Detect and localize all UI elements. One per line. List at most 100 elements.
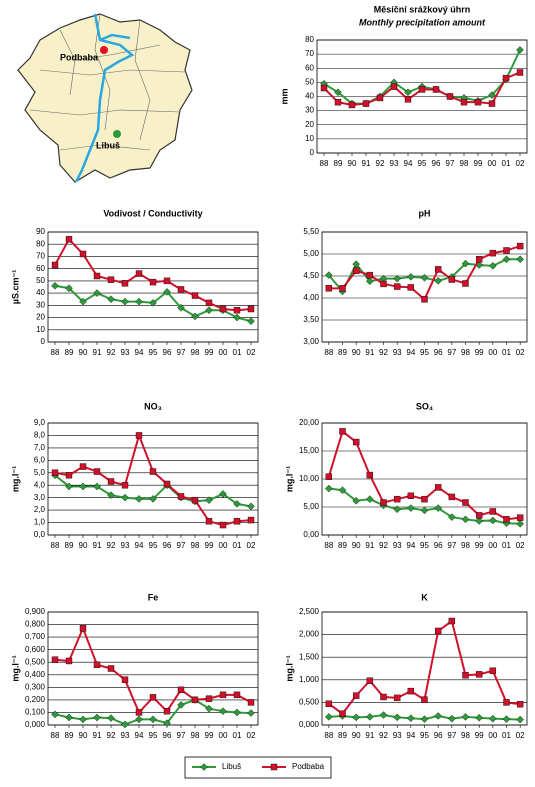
marker xyxy=(393,495,401,503)
marker xyxy=(407,492,415,499)
y-tick-label: 0,800 xyxy=(25,620,46,629)
y-tick-label: 40 xyxy=(36,288,45,297)
x-tick-label: 89 xyxy=(338,541,347,550)
marker xyxy=(502,715,511,723)
marker xyxy=(191,696,199,704)
y-axis-label: mg.l⁻¹ xyxy=(284,466,294,492)
marker xyxy=(51,656,59,663)
y-tick-label: 0,0 xyxy=(34,530,46,539)
map-point xyxy=(100,46,108,54)
x-tick-label: 97 xyxy=(447,731,456,740)
x-tick-label: 91 xyxy=(93,348,102,357)
marker xyxy=(434,627,442,635)
marker xyxy=(233,313,241,322)
x-tick-label: 00 xyxy=(488,348,497,357)
x-tick-label: 94 xyxy=(135,348,144,357)
y-tick-label: 10 xyxy=(305,134,314,143)
marker xyxy=(489,508,497,515)
marker xyxy=(432,86,440,93)
marker xyxy=(149,694,157,701)
marker xyxy=(219,707,227,715)
chart-title: NO₃ xyxy=(144,401,162,411)
x-tick-label: 96 xyxy=(434,348,443,357)
legend-label: Podbaba xyxy=(292,762,325,771)
marker xyxy=(163,719,171,727)
x-tick-label: 94 xyxy=(404,159,413,168)
y-tick-label: 0,400 xyxy=(25,670,46,679)
marker xyxy=(233,500,241,508)
marker xyxy=(177,303,185,312)
marker xyxy=(107,295,115,304)
x-tick-label: 97 xyxy=(177,731,186,740)
marker xyxy=(448,617,456,625)
y-tick-label: 70 xyxy=(305,49,314,58)
x-tick-label: 01 xyxy=(233,541,242,550)
marker xyxy=(379,711,388,719)
y-tick-label: 0,00 xyxy=(303,530,319,539)
x-tick-label: 02 xyxy=(516,731,525,740)
marker xyxy=(339,285,346,292)
x-tick-label: 00 xyxy=(219,541,228,550)
marker xyxy=(462,280,469,287)
x-tick-label: 01 xyxy=(502,159,511,168)
x-tick-label: 93 xyxy=(393,541,402,550)
marker xyxy=(489,262,497,270)
marker xyxy=(163,707,171,715)
marker xyxy=(121,676,129,683)
plot-area xyxy=(47,422,259,536)
marker xyxy=(380,280,387,288)
x-tick-label: 00 xyxy=(219,731,228,740)
marker xyxy=(270,763,278,771)
y-axis-label: mg.l⁻¹ xyxy=(10,466,20,492)
marker xyxy=(516,701,524,708)
map-river xyxy=(74,13,135,183)
marker xyxy=(489,714,497,723)
marker xyxy=(79,250,87,258)
x-tick-label: 00 xyxy=(219,348,228,357)
marker xyxy=(420,715,429,723)
map-label: Libuš xyxy=(96,140,120,150)
y-tick-label: 0,900 xyxy=(25,607,46,616)
y-tick-label: 2,500 xyxy=(299,607,320,616)
x-tick-label: 02 xyxy=(516,159,525,168)
marker xyxy=(247,709,255,717)
marker xyxy=(338,486,347,494)
marker xyxy=(79,463,87,470)
y-tick-label: 2,0 xyxy=(34,505,46,514)
map-label: Podbaba xyxy=(60,52,99,62)
x-tick-label: 92 xyxy=(379,731,388,740)
x-tick-label: 99 xyxy=(205,348,214,357)
y-tick-label: 1,0 xyxy=(34,518,46,527)
x-tick-label: 02 xyxy=(247,541,256,550)
marker xyxy=(475,256,483,263)
marker xyxy=(205,695,213,702)
x-tick-label: 94 xyxy=(406,731,415,740)
marker xyxy=(107,714,115,722)
marker xyxy=(488,100,496,107)
marker xyxy=(366,495,374,503)
y-tick-label: 30 xyxy=(305,106,314,115)
y-axis-label: µS.cm⁻¹ xyxy=(10,270,20,304)
marker xyxy=(516,520,524,528)
marker xyxy=(502,255,511,264)
x-tick-label: 90 xyxy=(352,541,361,550)
marker xyxy=(191,496,199,504)
y-tick-label: 3,0 xyxy=(34,493,46,502)
y-tick-label: 0,300 xyxy=(25,682,46,691)
marker xyxy=(93,661,101,668)
x-tick-label: 96 xyxy=(432,159,441,168)
marker xyxy=(247,516,255,524)
marker xyxy=(219,521,227,529)
marker xyxy=(461,713,470,721)
y-tick-label: 10 xyxy=(36,325,45,334)
marker xyxy=(404,88,412,97)
plot-area xyxy=(321,611,528,726)
marker xyxy=(352,438,360,446)
x-tick-label: 92 xyxy=(107,348,116,357)
chart-title: Měsíční srážkový úhrn xyxy=(374,4,471,14)
x-tick-label: 95 xyxy=(149,541,158,550)
marker xyxy=(65,284,73,293)
marker xyxy=(107,478,115,485)
marker xyxy=(79,715,87,724)
x-tick-label: 88 xyxy=(51,541,60,550)
